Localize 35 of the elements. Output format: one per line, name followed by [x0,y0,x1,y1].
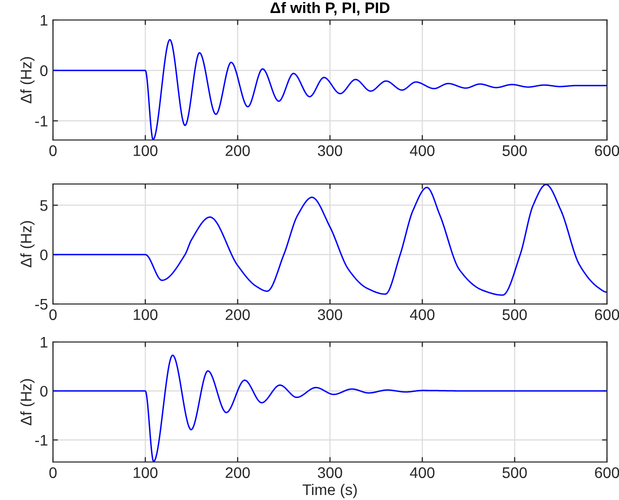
x-tick-label: 400 [410,145,434,156]
x-tick-label: 100 [134,145,158,156]
x-tick-label: 600 [595,309,619,320]
y-axis-title: Δf (Hz) [20,379,35,426]
x-tick-label: 600 [595,467,619,478]
x-tick-label: 600 [595,145,619,156]
y-axis-title: Δf (Hz) [20,221,35,268]
x-tick-label: 200 [226,309,250,320]
x-tick-label: 200 [226,467,250,478]
x-tick-label: 100 [134,309,158,320]
x-tick-label: 100 [134,467,158,478]
y-tick-label: 0 [40,249,48,260]
x-tick-label: 400 [410,309,434,320]
x-tick-label: 0 [49,145,57,156]
x-tick-label: 0 [49,309,57,320]
x-tick-label: 500 [502,309,527,320]
y-tick-label: -1 [35,434,48,446]
y-tick-label: 0 [40,386,48,397]
x-tick-label: 200 [226,145,250,156]
x-tick-label: 500 [502,145,527,156]
x-tick-label: 300 [318,309,342,320]
y-tick-label: -1 [35,116,48,126]
x-tick-label: 400 [410,467,434,478]
x-tick-label: 300 [318,467,342,478]
chart-title: Δf with P, PI, PID [270,2,390,16]
x-tick-label: 0 [49,467,57,478]
y-tick-label: 0 [40,65,48,76]
y-tick-label: 1 [40,337,48,348]
y-tick-label: 1 [40,15,48,26]
y-tick-label: -5 [35,299,48,310]
x-tick-label: 500 [502,467,527,478]
y-axis-title: Δf (Hz) [20,57,35,104]
x-tick-label: 300 [318,145,342,156]
x-axis-title: Time (s) [302,484,357,498]
y-tick-label: 5 [40,200,48,211]
